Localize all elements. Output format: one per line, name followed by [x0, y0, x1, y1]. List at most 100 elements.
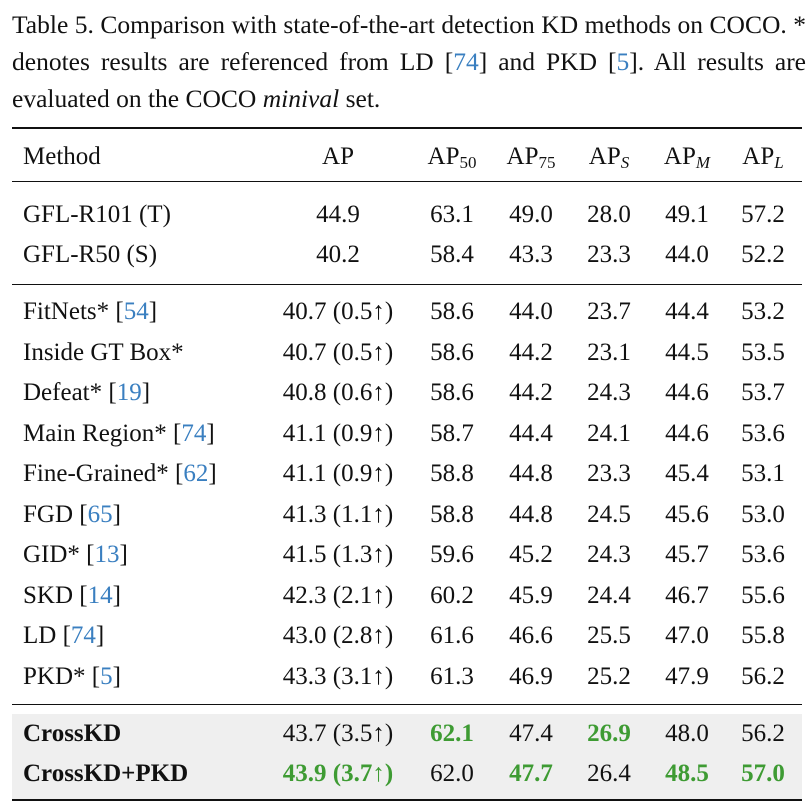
- aps-cell: 23.3: [587, 460, 631, 487]
- header-apm: APM: [663, 143, 711, 172]
- citation-link[interactable]: 74: [453, 47, 479, 76]
- method-cell: LD [74]: [23, 622, 105, 649]
- header-method: Method: [23, 143, 101, 170]
- ap50-cell: 58.4: [430, 241, 474, 268]
- ap75-cell: 44.8: [509, 500, 553, 528]
- caption-text: ]. All results are evaluated on the COCO: [12, 47, 807, 113]
- ap75-cell: 44.0: [509, 298, 553, 325]
- table-row: LD [74] 43.0 (2.8↑) 61.6 46.6 25.5 47.0 55.8: [0, 616, 812, 656]
- apl-cell: 53.5: [741, 338, 785, 366]
- apl-cell: 53.6: [741, 541, 785, 568]
- aps-cell: 24.4: [587, 581, 631, 609]
- ap50-cell: 58.8: [430, 500, 474, 528]
- citation-link[interactable]: 19: [116, 379, 142, 406]
- apm-cell: 45.6: [665, 500, 709, 528]
- apl-cell: 55.8: [741, 622, 785, 649]
- apm-cell: 49.1: [665, 201, 709, 228]
- citation-link[interactable]: 74: [181, 419, 207, 447]
- ap75-cell-best: 47.7: [509, 760, 553, 787]
- method-cell: PKD* [5]: [23, 662, 121, 690]
- apl-cell: 53.6: [741, 419, 785, 447]
- ap75-cell: 45.9: [509, 581, 553, 609]
- apl-cell: 56.2: [741, 720, 785, 747]
- ap50-cell: 59.6: [430, 541, 474, 568]
- citation-link[interactable]: 65: [87, 500, 113, 528]
- ap50-cell: 58.6: [430, 338, 474, 366]
- method-cell: CrossKD: [23, 720, 122, 747]
- table-row: PKD* [5] 43.3 (3.1↑) 61.3 46.9 25.2 47.9 56.2: [0, 657, 812, 697]
- ap75-cell: 47.4: [509, 720, 553, 747]
- table-row: Inside GT Box* 40.7 (0.5↑) 58.6 44.2 23.1 44.…: [0, 333, 812, 373]
- ap-cell: 40.7 (0.5↑): [282, 298, 394, 325]
- apm-cell-best: 48.5: [665, 760, 709, 787]
- ap-cell: 43.7 (3.5↑): [282, 720, 394, 747]
- method-cell: FitNets* [54]: [23, 298, 158, 325]
- apm-cell: 48.0: [665, 720, 709, 747]
- ap-cell: 44.9: [316, 201, 360, 228]
- aps-cell: 24.5: [587, 500, 631, 528]
- apm-cell: 44.6: [665, 419, 709, 447]
- aps-cell: 24.3: [587, 541, 631, 568]
- method-cell: Fine-Grained* [62]: [23, 460, 217, 487]
- method-cell: Main Region* [74]: [23, 419, 215, 447]
- ap50-cell: 58.7: [430, 419, 474, 447]
- header-rule: [12, 181, 802, 182]
- apm-cell: 47.9: [665, 662, 709, 690]
- aps-cell-best: 26.9: [587, 720, 631, 747]
- method-cell: Defeat* [19]: [23, 379, 151, 406]
- apm-cell: 44.4: [665, 298, 709, 325]
- method-cell: GID* [13]: [23, 541, 128, 568]
- table-row: Defeat* [19] 40.8 (0.6↑) 58.6 44.2 24.3 44.6 5…: [0, 373, 812, 413]
- apl-cell: 57.2: [741, 201, 785, 228]
- caption-text: set.: [339, 84, 381, 113]
- ap50-cell: 61.6: [430, 622, 474, 649]
- ap50-cell-best: 62.1: [430, 720, 474, 747]
- header-aps: APS: [588, 143, 630, 172]
- table-row-ours: CrossKD+PKD 43.9 (3.7↑) 62.0 47.7 26.4 4…: [0, 754, 812, 794]
- header-ap75: AP75: [506, 143, 556, 172]
- caption-text: Table 5. Comparison with state-of-the-ar…: [12, 10, 806, 76]
- ap50-cell: 62.0: [430, 760, 474, 787]
- header-apl: APL: [742, 143, 784, 172]
- table-row-ours: CrossKD 43.7 (3.5↑) 62.1 47.4 26.9 48.0 …: [0, 714, 812, 754]
- aps-cell: 25.5: [587, 622, 631, 649]
- citation-link[interactable]: 62: [183, 460, 209, 487]
- table-row: SKD [14] 42.3 (2.1↑) 60.2 45.9 24.4 46.7 55.6: [0, 576, 812, 616]
- aps-cell: 25.2: [587, 662, 631, 690]
- apl-cell: 53.0: [741, 500, 785, 528]
- method-cell: GFL-R101 (T): [23, 201, 171, 228]
- citation-link[interactable]: 5: [616, 47, 630, 76]
- section-rule: [12, 284, 802, 285]
- citation-link[interactable]: 5: [100, 662, 113, 690]
- ap-cell: 43.3 (3.1↑): [282, 662, 394, 690]
- apl-cell-best: 57.0: [741, 760, 785, 787]
- top-rule: [12, 127, 802, 129]
- header-ap50: AP50: [427, 143, 477, 172]
- ap50-cell: 58.6: [430, 379, 474, 406]
- ap-cell: 40.7 (0.5↑): [282, 338, 394, 366]
- table-caption: Table 5. Comparison with state-of-the-ar…: [12, 6, 806, 117]
- ap-cell: 40.8 (0.6↑): [282, 379, 394, 406]
- apm-cell: 44.0: [665, 241, 709, 268]
- ap-cell: 41.3 (1.1↑): [282, 500, 394, 528]
- table-row: GID* [13] 41.5 (1.3↑) 59.6 45.2 24.3 45.7 53.6: [0, 535, 812, 575]
- apl-cell: 52.2: [741, 241, 785, 268]
- aps-cell: 26.4: [587, 760, 631, 787]
- citation-link[interactable]: 14: [87, 581, 113, 609]
- ap75-cell: 44.2: [509, 379, 553, 406]
- header-ap: AP: [322, 143, 354, 170]
- ap-cell: 41.5 (1.3↑): [282, 541, 394, 568]
- citation-link[interactable]: 13: [94, 541, 120, 568]
- citation-link[interactable]: 54: [123, 298, 149, 325]
- ap75-cell: 46.6: [509, 622, 553, 649]
- apm-cell: 45.7: [665, 541, 709, 568]
- citation-link[interactable]: 74: [70, 622, 96, 649]
- ap-cell: 42.3 (2.1↑): [282, 581, 394, 609]
- table-row: Main Region* [74] 41.1 (0.9↑) 58.7 44.4 24.1…: [0, 414, 812, 454]
- caption-emphasis: minival: [262, 84, 340, 113]
- ap-cell: 40.2: [316, 241, 360, 268]
- ap75-cell: 43.3: [509, 241, 553, 268]
- apm-cell: 46.7: [665, 581, 709, 609]
- ap75-cell: 45.2: [509, 541, 553, 568]
- ap50-cell: 58.6: [430, 298, 474, 325]
